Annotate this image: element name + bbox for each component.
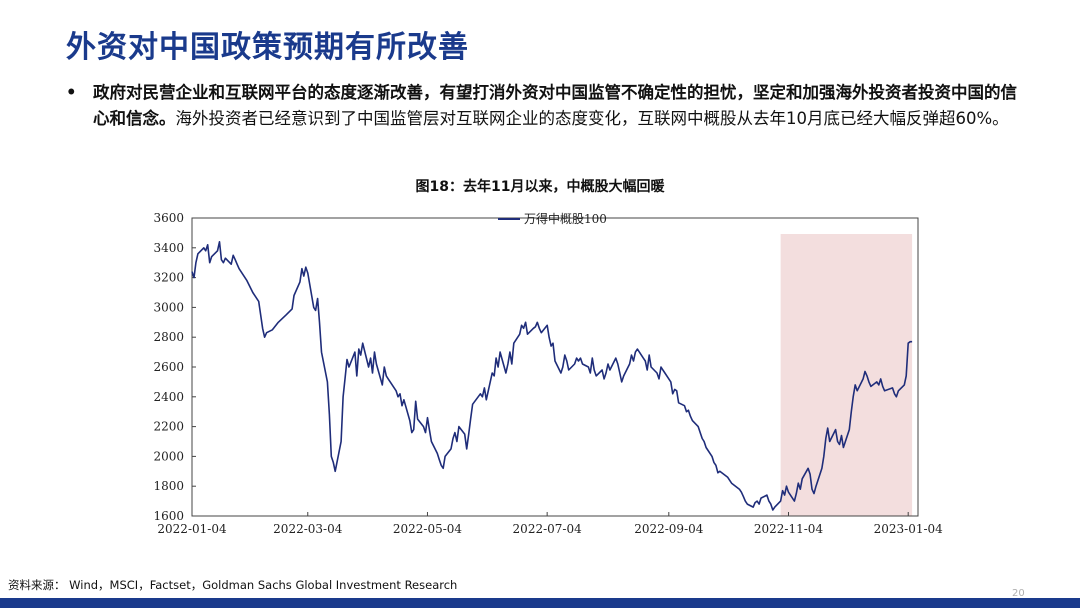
y-tick-label: 3400 xyxy=(153,241,184,255)
y-tick-label: 3000 xyxy=(153,300,184,314)
x-tick-label: 2022-03-04 xyxy=(273,522,343,536)
y-tick-label: 1600 xyxy=(153,509,184,523)
bullet-dot: • xyxy=(66,83,77,102)
y-axis: 1600 1800 2000 2200 2400 2600 2800 3000 3200 3400… xyxy=(153,211,196,523)
y-tick-label: 2000 xyxy=(153,449,184,463)
bullet-point: • 政府对民营企业和互联网平台的态度逐渐改善，有望打消外资对中国监管不确定性的担… xyxy=(66,80,1026,132)
bullet-bold-text: 政府对民营企业和互联网平台的态度逐渐改善，有望打消外资对中国监管不确定性的担忧，… xyxy=(93,83,1017,128)
y-tick-label: 2200 xyxy=(153,420,184,434)
plot-frame xyxy=(191,217,919,517)
x-axis: 2022-01-04 2022-03-04 2022-05-04 2022-07-04… xyxy=(157,512,943,536)
bullet-normal-text: 海外投资者已经意识到了中国监管层对互联网企业的态度变化，互联网中概股从去年10月… xyxy=(175,109,1009,128)
footer-bar xyxy=(0,598,1080,608)
y-tick-label: 2800 xyxy=(153,330,184,344)
legend-label: 万得中概股100 xyxy=(524,211,607,226)
x-tick-label: 2023-01-04 xyxy=(874,522,944,536)
y-tick-label: 3200 xyxy=(153,271,184,285)
page-number: 20 xyxy=(1012,588,1025,599)
x-tick-label: 2022-01-04 xyxy=(157,522,227,536)
line-chart: 1600 1800 2000 2200 2400 2600 2800 3000 3200 3400… xyxy=(153,211,943,536)
y-tick-label: 2600 xyxy=(153,360,184,374)
legend: 万得中概股100 xyxy=(498,211,607,226)
bullet-text: 政府对民营企业和互联网平台的态度逐渐改善，有望打消外资对中国监管不确定性的担忧，… xyxy=(93,80,1026,132)
highlight-band xyxy=(780,234,913,516)
y-tick-label: 3600 xyxy=(153,211,184,225)
x-tick-label: 2022-09-04 xyxy=(634,522,704,536)
y-tick-label: 2400 xyxy=(153,390,184,404)
page-title: 外资对中国政策预期有所改善 xyxy=(66,30,469,65)
source-note: 资料来源： Wind，MSCI，Factset，Goldman Sachs Gl… xyxy=(8,578,458,592)
x-tick-label: 2022-07-04 xyxy=(513,522,583,536)
x-tick-label: 2022-11-04 xyxy=(754,522,824,536)
y-tick-label: 1800 xyxy=(153,479,184,493)
chart-title: 图18：去年11月以来，中概股大幅回暖 xyxy=(415,179,665,195)
series-line xyxy=(191,241,913,511)
x-tick-label: 2022-05-04 xyxy=(393,522,463,536)
